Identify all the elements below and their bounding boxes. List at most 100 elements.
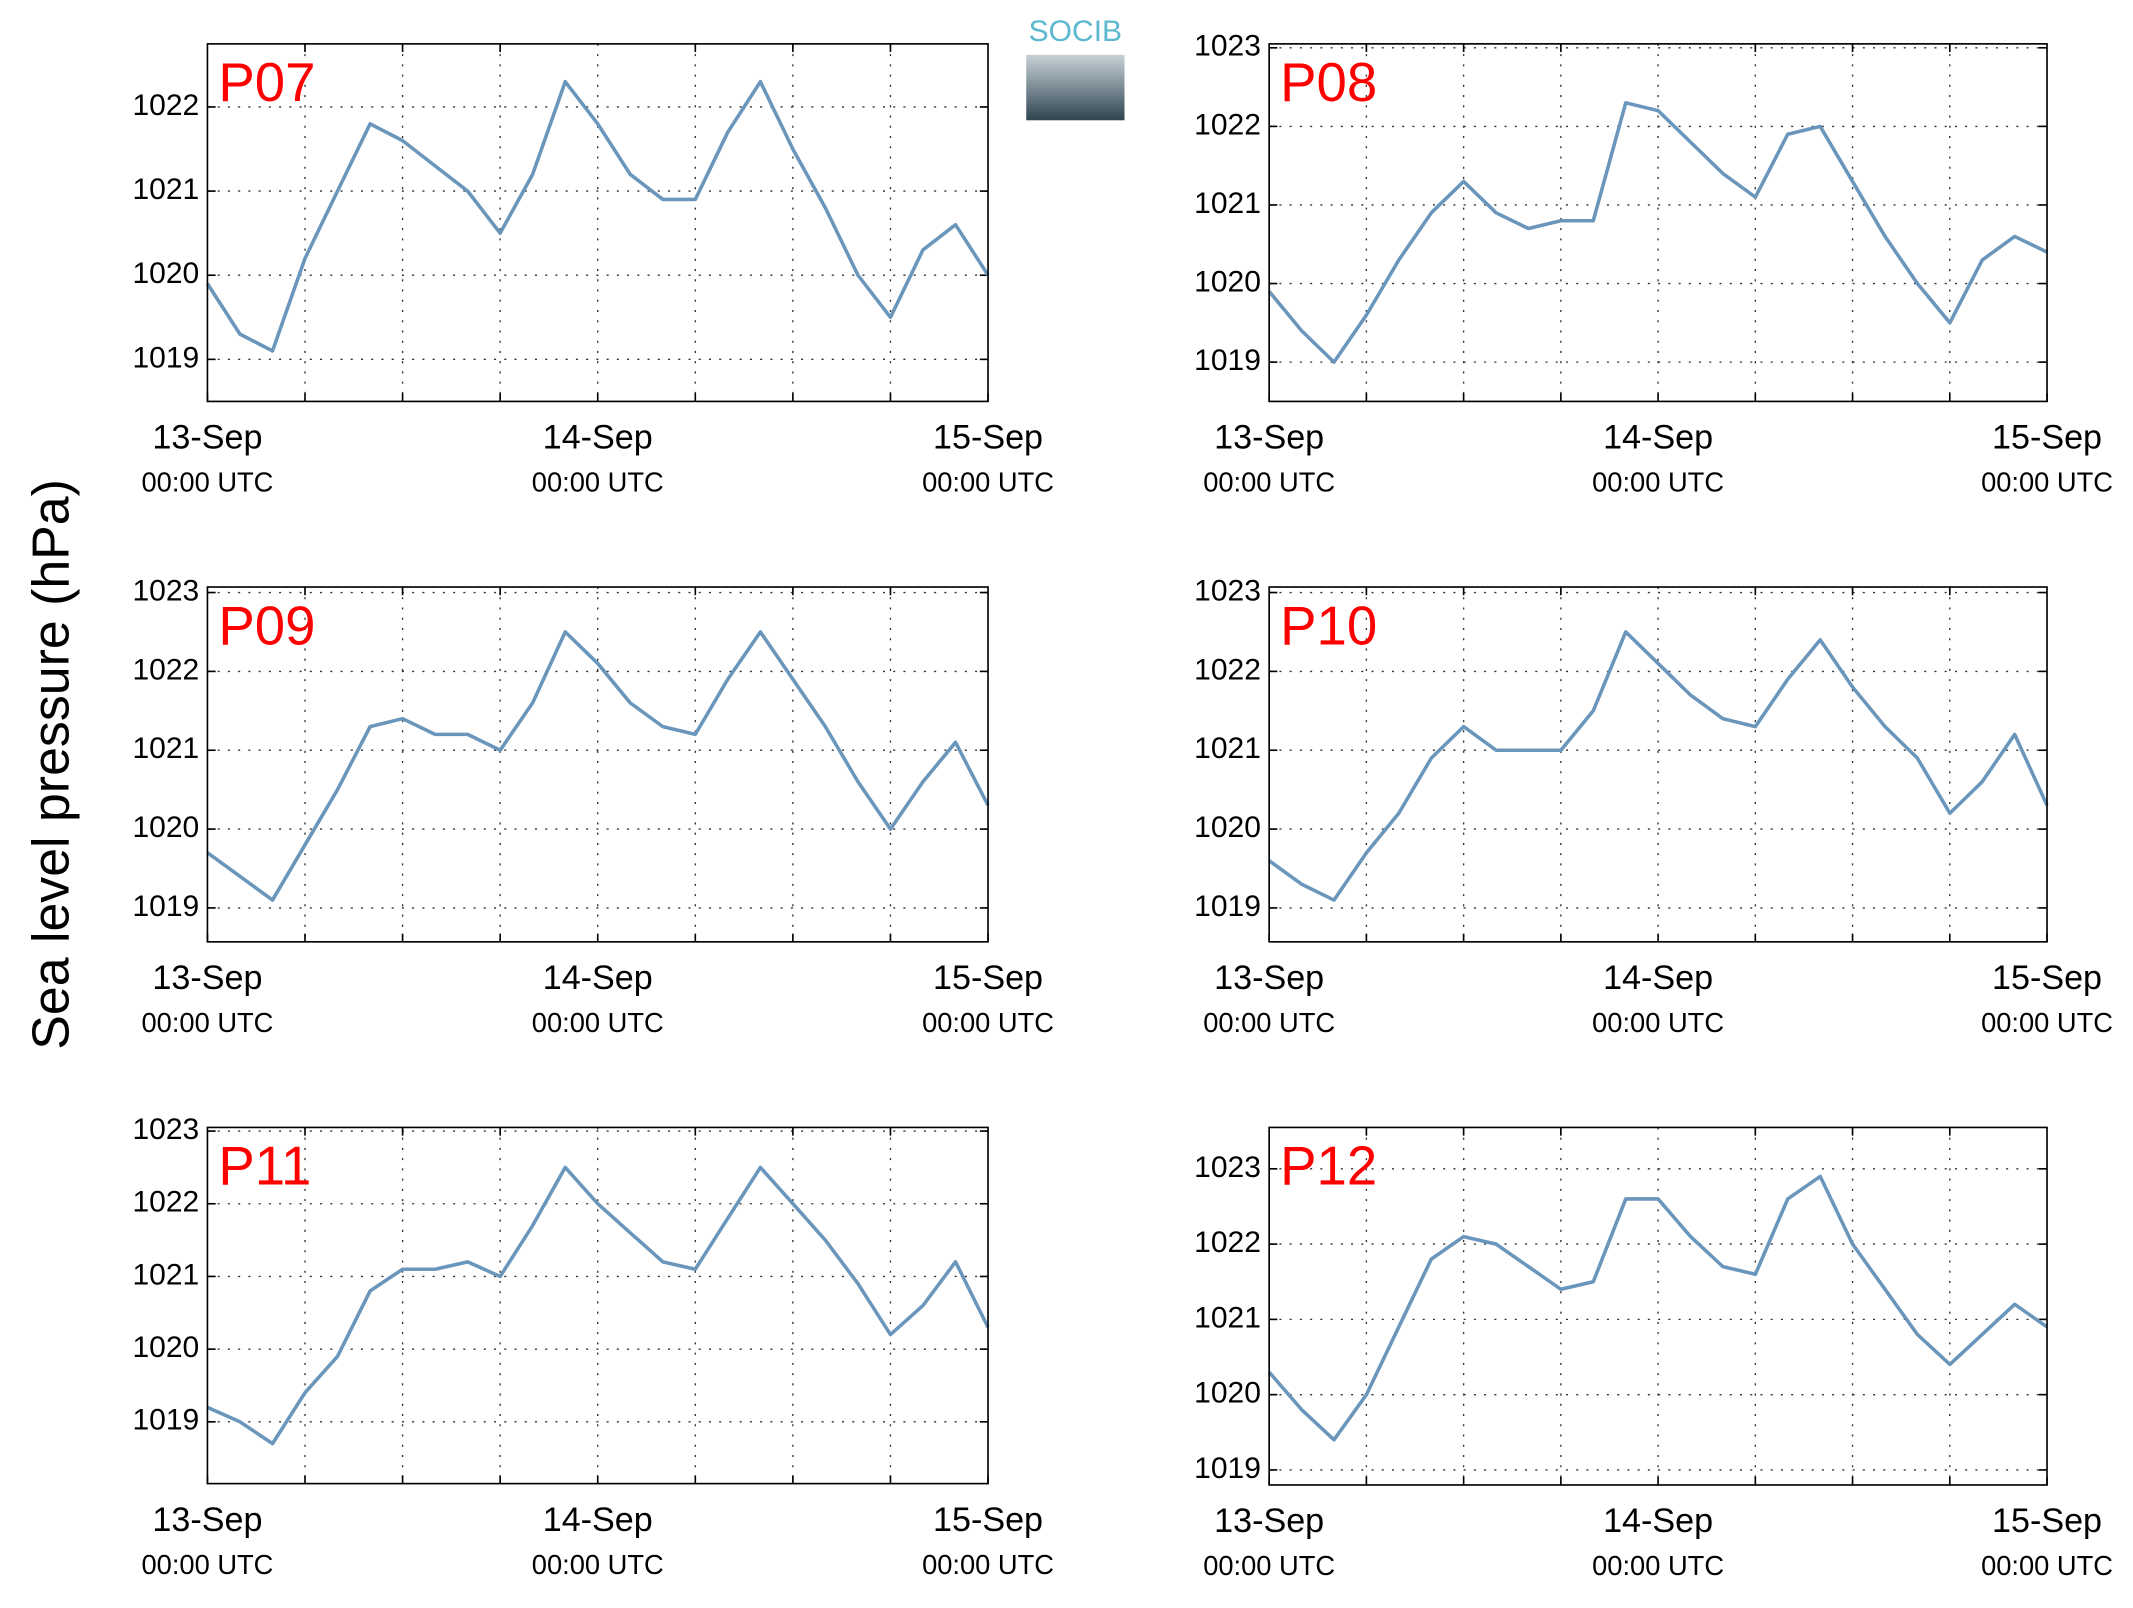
data-line [205, 79, 990, 353]
plot-frame [1268, 43, 2048, 403]
x-tick-label: 13-Sep 00:00 UTC [141, 959, 273, 1038]
y-tick-label: 1023 [1194, 30, 1261, 63]
x-tick-label: 14-Sep 00:00 UTC [1592, 419, 1724, 498]
x-tick-sublabel: 00:00 UTC [1981, 1007, 2113, 1038]
x-tick-sublabel: 00:00 UTC [1981, 1550, 2113, 1581]
x-tick-label: 15-Sep 00:00 UTC [922, 419, 1054, 498]
x-tick-label: 15-Sep 00:00 UTC [922, 959, 1054, 1038]
x-tick-sublabel: 00:00 UTC [922, 1007, 1054, 1038]
plot-frame [206, 43, 989, 403]
x-tick-label: 15-Sep 00:00 UTC [922, 1501, 1054, 1580]
x-tick-sublabel: 00:00 UTC [1203, 467, 1335, 498]
panel-title: P12 [1280, 1136, 1377, 1197]
panel-title: P08 [1280, 52, 1377, 113]
x-tick-date: 14-Sep [543, 959, 653, 997]
x-tick-sublabel: 00:00 UTC [141, 1549, 273, 1580]
y-tick-label: 1019 [1194, 344, 1261, 377]
x-tick-sublabel: 00:00 UTC [532, 467, 664, 498]
x-tick-date: 15-Sep [933, 1501, 1043, 1539]
x-tick-date: 15-Sep [1992, 1502, 2102, 1540]
data-line [1268, 630, 2049, 902]
y-axis-label: Sea level pressure (hPa) [21, 479, 79, 1050]
y-tick-label: 1020 [132, 257, 199, 290]
y-tick-label: 1019 [132, 890, 199, 923]
y-tick-label: 1019 [132, 1404, 199, 1437]
x-tick-sublabel: 00:00 UTC [141, 1007, 273, 1038]
x-tick-label: 13-Sep 00:00 UTC [1203, 959, 1335, 1038]
x-tick-sublabel: 00:00 UTC [1592, 1550, 1724, 1581]
x-tick-label: 14-Sep 00:00 UTC [532, 1501, 664, 1580]
x-tick-sublabel: 00:00 UTC [1203, 1550, 1335, 1581]
x-tick-sublabel: 00:00 UTC [141, 467, 273, 498]
x-tick-sublabel: 00:00 UTC [1592, 467, 1724, 498]
y-tick-label: 1020 [1194, 1377, 1261, 1410]
x-tick-sublabel: 00:00 UTC [1592, 1007, 1724, 1038]
x-tick-date: 14-Sep [1603, 1502, 1713, 1540]
logo-text: SOCIB [1029, 15, 1122, 48]
x-tick-label: 13-Sep 00:00 UTC [1203, 1502, 1335, 1581]
y-tick-label: 1021 [132, 173, 199, 206]
x-tick-date: 13-Sep [152, 1501, 262, 1539]
data-line [1267, 101, 2048, 364]
plot-area [1269, 587, 2048, 942]
panel-title: P09 [218, 595, 315, 656]
x-tick-label: 14-Sep 00:00 UTC [1592, 1502, 1724, 1581]
data-line [206, 1165, 990, 1446]
x-tick-label: 15-Sep 00:00 UTC [1981, 959, 2113, 1038]
x-tick-date: 13-Sep [1214, 419, 1324, 457]
x-tick-date: 14-Sep [1603, 959, 1713, 997]
x-tick-label: 13-Sep 00:00 UTC [1203, 419, 1335, 498]
y-tick-label: 1022 [1194, 1226, 1261, 1259]
x-tick-date: 13-Sep [152, 419, 262, 457]
logo-box [1026, 54, 1125, 121]
data-line [206, 630, 990, 902]
y-tick-label: 1019 [132, 341, 199, 374]
plot-frame [1268, 586, 2048, 943]
y-tick-label: 1023 [132, 1113, 199, 1146]
y-tick-label: 1020 [1194, 811, 1261, 844]
x-tick-label: 14-Sep 00:00 UTC [1592, 959, 1724, 1038]
x-tick-date: 14-Sep [543, 419, 653, 457]
x-tick-date: 13-Sep [1214, 959, 1324, 997]
y-tick-label: 1021 [1194, 187, 1261, 220]
plot-frame [1268, 1126, 2048, 1486]
panel-title: P11 [218, 1136, 311, 1197]
plot-frame [206, 586, 989, 943]
y-tick-label: 1022 [1194, 653, 1261, 686]
y-tick-label: 1020 [132, 811, 199, 844]
plot-frame [206, 1126, 989, 1485]
x-tick-sublabel: 00:00 UTC [532, 1007, 664, 1038]
y-tick-label: 1019 [1194, 890, 1261, 923]
y-tick-label: 1022 [1194, 108, 1261, 141]
x-tick-date: 15-Sep [1992, 419, 2102, 457]
panel-title: P07 [218, 52, 315, 113]
y-tick-label: 1023 [1194, 574, 1261, 607]
x-tick-date: 14-Sep [543, 1501, 653, 1539]
x-tick-label: 14-Sep 00:00 UTC [532, 959, 664, 1038]
plot-area [207, 43, 989, 402]
plot-area [207, 587, 989, 942]
x-tick-sublabel: 00:00 UTC [1981, 467, 2113, 498]
y-tick-label: 1019 [1194, 1452, 1261, 1485]
x-tick-label: 14-Sep 00:00 UTC [532, 419, 664, 498]
x-tick-date: 15-Sep [933, 419, 1043, 457]
y-tick-label: 1021 [132, 1258, 199, 1291]
x-tick-date: 13-Sep [152, 959, 262, 997]
x-tick-label: 15-Sep 00:00 UTC [1981, 1502, 2113, 1581]
y-tick-label: 1021 [1194, 732, 1261, 765]
x-tick-label: 15-Sep 00:00 UTC [1981, 419, 2113, 498]
plot-area [1269, 43, 2048, 402]
data-line [1267, 1174, 2049, 1442]
y-tick-label: 1023 [1194, 1151, 1261, 1184]
x-tick-sublabel: 00:00 UTC [532, 1549, 664, 1580]
y-tick-label: 1022 [132, 1186, 199, 1219]
logo: SOCIB [1026, 15, 1125, 121]
x-tick-sublabel: 00:00 UTC [1203, 1007, 1335, 1038]
plot-area [1269, 1127, 2048, 1485]
y-tick-label: 1022 [132, 89, 199, 122]
x-tick-label: 13-Sep 00:00 UTC [141, 1501, 273, 1580]
y-tick-label: 1022 [132, 653, 199, 686]
x-tick-date: 13-Sep [1214, 1502, 1324, 1540]
x-tick-date: 14-Sep [1603, 419, 1713, 457]
